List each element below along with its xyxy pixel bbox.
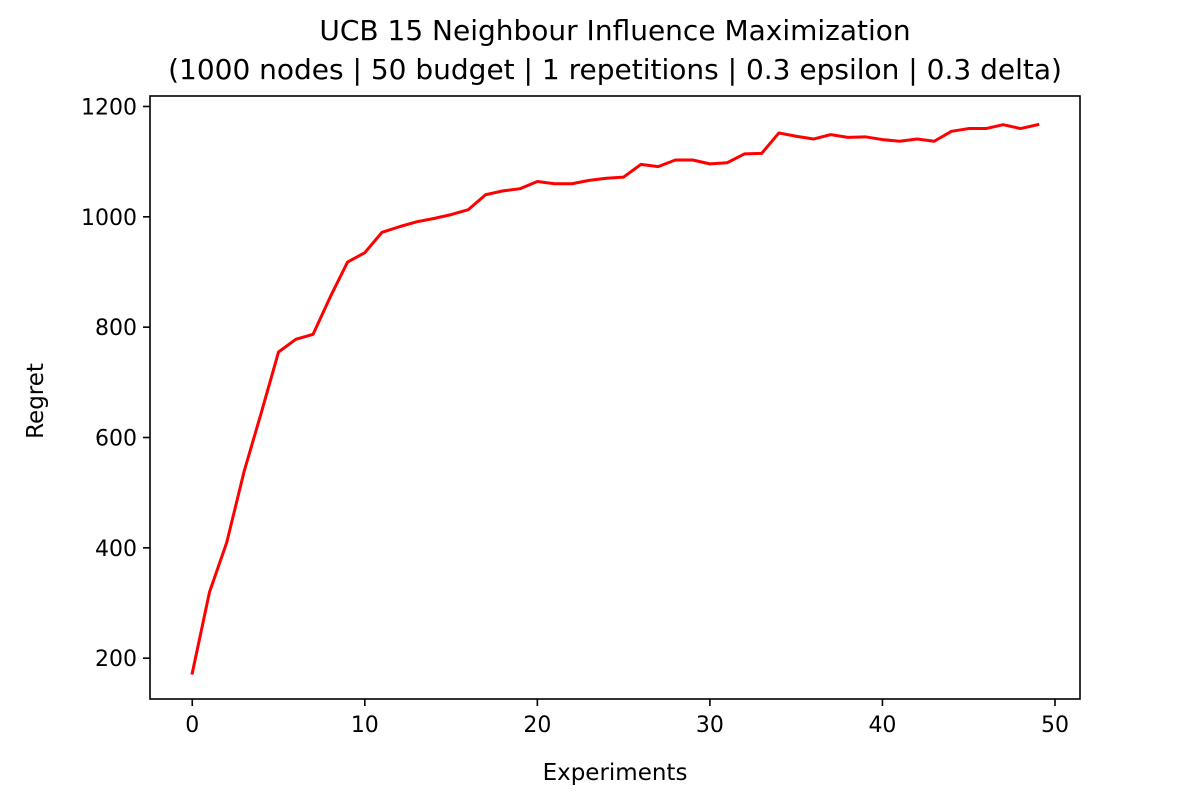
y-tick-label: 600 xyxy=(95,426,137,451)
series-line-0 xyxy=(190,122,1040,675)
x-tick-label: 30 xyxy=(696,713,724,738)
chart-title: UCB 15 Neighbour Influence Maximization xyxy=(319,14,910,47)
x-axis-ticks: 0 10 20 30 40 50 xyxy=(185,699,1069,738)
y-axis-ticks: 200 400 600 800 1000 1200 xyxy=(81,95,150,672)
y-tick-label: 1200 xyxy=(81,95,137,120)
x-tick-label: 20 xyxy=(523,713,551,738)
y-tick-label: 400 xyxy=(95,537,137,562)
y-tick-label: 800 xyxy=(95,316,137,341)
y-tick-label: 1000 xyxy=(81,206,137,231)
plot-area-frame xyxy=(149,95,1081,700)
x-tick-label: 50 xyxy=(1041,713,1069,738)
x-tick-label: 40 xyxy=(868,713,896,738)
series-group xyxy=(190,122,1040,675)
chart-subtitle: (1000 nodes | 50 budget | 1 repetitions … xyxy=(168,53,1062,86)
x-tick-label: 10 xyxy=(351,713,379,738)
x-tick-label: 0 xyxy=(185,713,199,738)
y-tick-label: 200 xyxy=(95,647,137,672)
y-axis-label: Regret xyxy=(23,363,49,439)
x-axis-label: Experiments xyxy=(543,760,688,786)
